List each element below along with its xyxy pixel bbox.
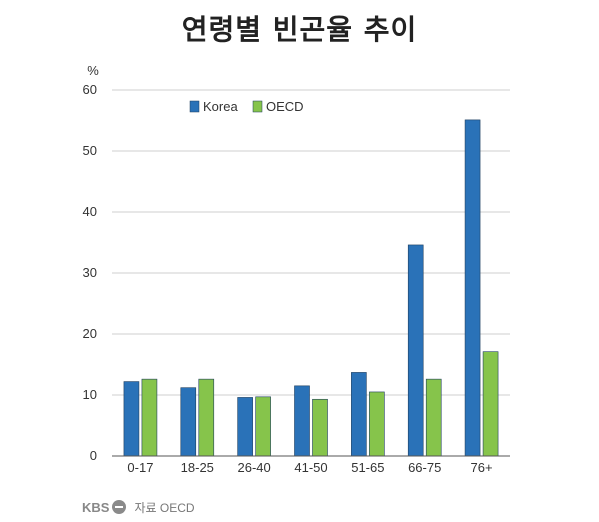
source-text: 자료 OECD (134, 500, 195, 515)
y-tick-label: 40 (83, 204, 97, 219)
bar-oecd-26-40 (255, 396, 271, 457)
x-tick-label: 26-40 (238, 460, 271, 475)
x-tick-label: 66-75 (408, 460, 441, 475)
legend-swatch-oecd (252, 100, 263, 113)
bar-korea-66-75 (407, 244, 424, 457)
bar-oecd-18-25 (198, 378, 215, 457)
y-tick-label: 20 (83, 326, 97, 341)
legend: Korea OECD (189, 99, 304, 114)
y-axis-unit: % (87, 63, 99, 78)
x-tick-label: 76+ (471, 460, 493, 475)
bar-korea-18-25 (180, 387, 197, 457)
bar-korea-0-17 (123, 381, 140, 457)
legend-label-oecd: OECD (266, 99, 304, 114)
bars (123, 119, 499, 457)
bar-korea-76+ (464, 119, 481, 457)
chart-title: 연령별 빈곤율 추이 (181, 13, 418, 46)
x-tick-label: 41-50 (294, 460, 327, 475)
y-tick-label: 50 (83, 143, 97, 158)
bar-oecd-41-50 (312, 398, 328, 457)
y-tick-label: 60 (83, 82, 97, 97)
bar-korea-51-65 (351, 372, 367, 457)
bar-korea-41-50 (294, 385, 310, 457)
bar-korea-26-40 (237, 397, 253, 457)
x-tick-label: 18-25 (181, 460, 214, 475)
y-tick-label: 30 (83, 265, 97, 280)
bar-oecd-66-75 (425, 378, 442, 457)
kbs-logo-text: KBS (82, 499, 110, 515)
grid-lines (112, 89, 510, 396)
x-tick-label: 51-65 (351, 460, 384, 475)
x-tick-label: 0-17 (127, 460, 153, 475)
legend-label-korea: Korea (203, 99, 238, 114)
bar-oecd-51-65 (369, 391, 385, 457)
bar-oecd-76+ (482, 351, 499, 457)
x-tick-labels: 0-17 18-25 26-40 41-50 51-65 66-75 76+ (127, 460, 492, 475)
y-tick-label: 0 (90, 448, 97, 463)
y-tick-labels: 0 10 20 30 40 50 60 (83, 82, 97, 463)
y-tick-label: 10 (83, 387, 97, 402)
footer: KBS 자료 OECD (82, 496, 195, 518)
bar-oecd-0-17 (141, 378, 158, 457)
legend-swatch-korea (189, 100, 200, 113)
kbs-logo: KBS (82, 499, 127, 515)
kbs-mark-icon (112, 500, 127, 514)
